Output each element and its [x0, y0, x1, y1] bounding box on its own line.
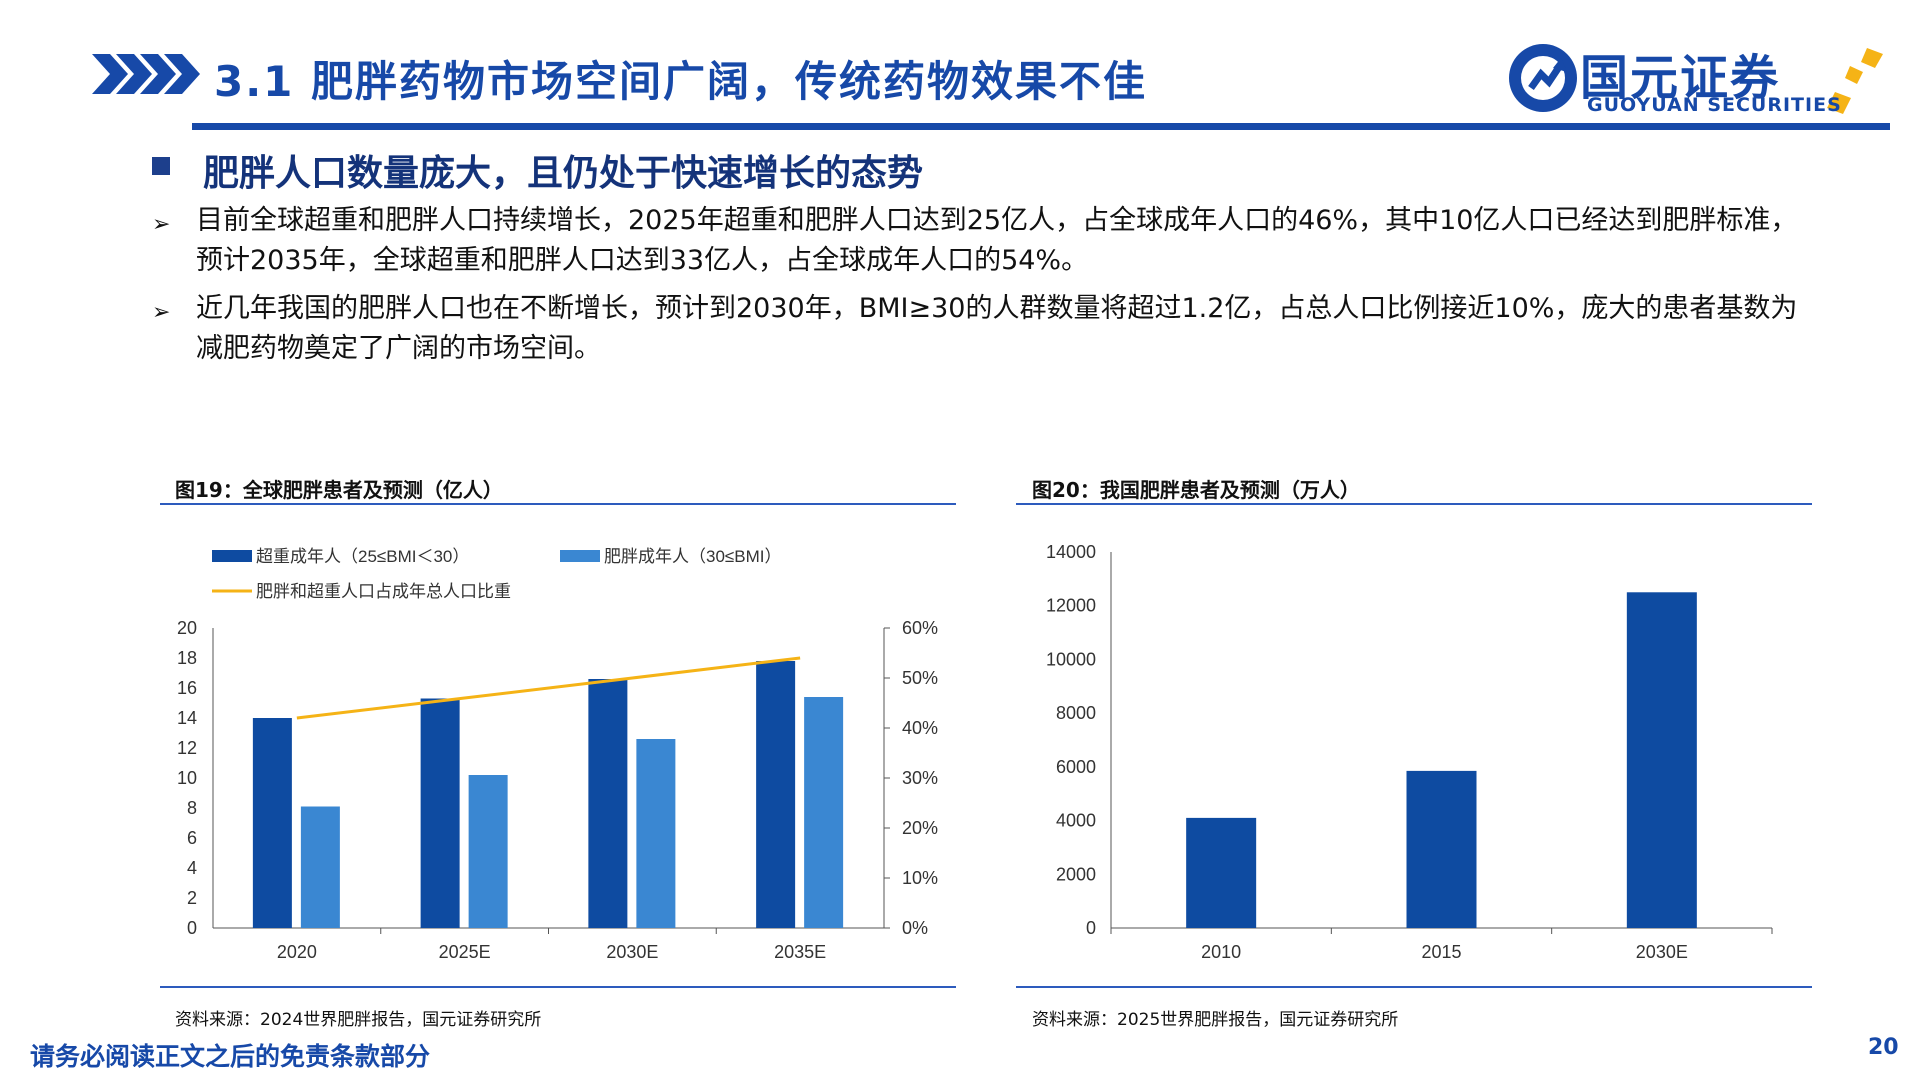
legend-label-overweight: 超重成年人（25≤BMI＜30）	[256, 547, 469, 566]
title-chevron-icon	[92, 54, 200, 94]
bar-2010	[1186, 817, 1257, 928]
bar-overweight-2030E	[588, 679, 628, 928]
x-tick-label: 2030E	[606, 942, 658, 962]
header-divider	[192, 123, 1890, 130]
page-title: 3.1 肥胖药物市场空间广阔，传统药物效果不佳	[214, 57, 1148, 106]
right-tick-label: 10%	[902, 868, 938, 888]
right-tick-label: 20%	[902, 818, 938, 838]
right-tick-label: 50%	[902, 668, 938, 688]
bar-overweight-2035E	[756, 661, 796, 928]
left-tick-label: 16	[177, 678, 197, 698]
left-tick-label: 18	[177, 648, 197, 668]
bar-overweight-2020	[252, 718, 292, 928]
left-tick-label: 4000	[1056, 811, 1096, 831]
bar-2015	[1406, 770, 1477, 928]
left-tick-label: 0	[187, 918, 197, 938]
left-tick-label: 2	[187, 888, 197, 908]
left-tick-label: 4	[187, 858, 197, 878]
bar-obese-2025E	[468, 775, 508, 928]
figure-20-top-rule	[1016, 503, 1812, 505]
bar-2030E	[1626, 592, 1697, 928]
right-tick-label: 0%	[902, 918, 928, 938]
left-tick-label: 8000	[1056, 703, 1096, 723]
right-tick-label: 60%	[902, 618, 938, 638]
left-tick-label: 6	[187, 828, 197, 848]
figure-20-title: 图20：我国肥胖患者及预测（万人）	[1032, 478, 1360, 502]
x-tick-label: 2025E	[439, 942, 491, 962]
left-tick-label: 0	[1086, 918, 1096, 938]
figure-20-source: 资料来源：2025世界肥胖报告，国元证券研究所	[1032, 1010, 1399, 1030]
company-logo	[1509, 44, 1883, 114]
left-tick-label: 10	[177, 768, 197, 788]
page-number: 20	[1868, 1035, 1899, 1060]
bar-obese-2035E	[804, 697, 844, 928]
left-tick-label: 10000	[1046, 649, 1096, 669]
bar-overweight-2025E	[420, 698, 460, 928]
figure-19-top-rule	[160, 503, 956, 505]
logo-english-name: GUOYUAN SECURITIES	[1587, 94, 1842, 116]
bar-obese-2020	[300, 806, 340, 928]
legend-swatch-obese	[560, 550, 600, 562]
left-tick-label: 20	[177, 618, 197, 638]
figure-19-source: 资料来源：2024世界肥胖报告，国元证券研究所	[175, 1010, 542, 1030]
figure-20-bottom-rule	[1016, 986, 1812, 988]
bar-obese-2030E	[636, 739, 676, 928]
left-tick-label: 6000	[1056, 757, 1096, 777]
x-tick-label: 2030E	[1636, 942, 1688, 962]
chart-global-obesity: 0 2 4 6 8 10 12 14 16 18 20 0% 10% 20% 30% 40% 50% 60% 202…	[177, 547, 938, 962]
legend-label-obese: 肥胖成年人（30≤BMI）	[604, 547, 781, 566]
left-tick-label: 14000	[1046, 542, 1096, 562]
x-tick-label: 2015	[1421, 942, 1461, 962]
section-title: 肥胖人口数量庞大，且仍处于快速增长的态势	[203, 153, 924, 194]
disclaimer-text: 请务必阅读正文之后的免责条款部分	[30, 1042, 431, 1071]
left-tick-label: 14	[177, 708, 197, 728]
logo-chinese-name: 国元证券	[1580, 50, 1781, 106]
left-tick-label: 12000	[1046, 596, 1096, 616]
x-tick-label: 2010	[1201, 942, 1241, 962]
chart-china-obesity: 0 2000 4000 6000 8000 10000 12000 14000 2010 2015…	[1046, 542, 1773, 962]
figure-19-bottom-rule	[160, 986, 956, 988]
square-bullet-icon	[152, 157, 170, 175]
left-tick-label: 2000	[1056, 864, 1096, 884]
figure-19-title: 图19：全球肥胖患者及预测（亿人）	[175, 478, 503, 502]
line-ratio-series	[296, 656, 801, 720]
legend-swatch-overweight	[212, 550, 252, 562]
arrow-bullet-icon: ➢	[152, 300, 171, 325]
right-tick-label: 30%	[902, 768, 938, 788]
left-tick-label: 12	[177, 738, 197, 758]
x-tick-label: 2020	[277, 942, 317, 962]
x-tick-label: 2035E	[774, 942, 826, 962]
paragraph-global: 目前全球超重和肥胖人口持续增长，2025年超重和肥胖人口达到25亿人，占全球成年…	[196, 205, 1798, 276]
arrow-bullet-icon: ➢	[152, 212, 171, 237]
paragraph-china: 近几年我国的肥胖人口也在不断增长，预计到2030年，BMI≥30的人群数量将超过…	[196, 293, 1798, 364]
legend-label-ratio: 肥胖和超重人口占成年总人口比重	[256, 582, 511, 601]
left-tick-label: 8	[187, 798, 197, 818]
right-tick-label: 40%	[902, 718, 938, 738]
